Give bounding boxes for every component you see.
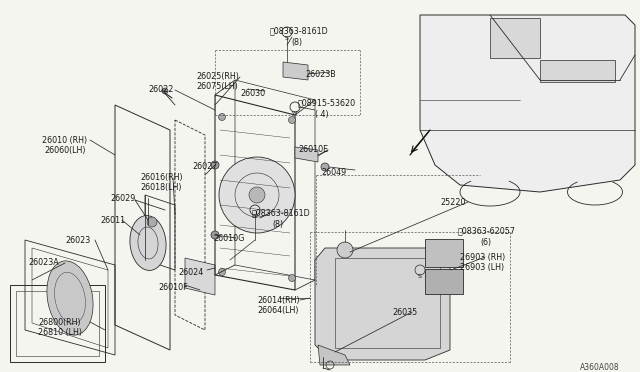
Text: (6): (6) xyxy=(480,238,491,247)
Ellipse shape xyxy=(130,215,166,270)
Text: 26010 (RH): 26010 (RH) xyxy=(42,136,87,145)
Circle shape xyxy=(162,88,168,94)
Circle shape xyxy=(289,116,296,124)
Polygon shape xyxy=(318,345,350,365)
Text: Ⓜ08363-8161D: Ⓜ08363-8161D xyxy=(252,208,311,217)
Text: 26030: 26030 xyxy=(240,89,265,98)
Circle shape xyxy=(289,275,296,282)
Text: 26023: 26023 xyxy=(65,236,90,245)
Circle shape xyxy=(211,161,219,169)
Text: 26027: 26027 xyxy=(192,162,218,171)
Text: 26903 (RH): 26903 (RH) xyxy=(460,253,505,262)
Text: S: S xyxy=(417,274,421,279)
Text: ( 4): ( 4) xyxy=(315,110,328,119)
Circle shape xyxy=(211,231,219,239)
Circle shape xyxy=(218,113,225,121)
Text: 26035: 26035 xyxy=(392,308,417,317)
Text: 26060(LH): 26060(LH) xyxy=(44,146,86,155)
Text: 25220: 25220 xyxy=(440,198,465,207)
Polygon shape xyxy=(315,248,450,360)
Circle shape xyxy=(147,217,157,227)
Text: (8): (8) xyxy=(272,220,283,229)
Text: 26064(LH): 26064(LH) xyxy=(257,306,298,315)
Circle shape xyxy=(337,242,353,258)
Text: 26024: 26024 xyxy=(178,268,204,277)
Text: Ⓡ08915-53620: Ⓡ08915-53620 xyxy=(298,98,356,107)
Text: 26018(LH): 26018(LH) xyxy=(140,183,182,192)
Text: 26014(RH): 26014(RH) xyxy=(257,296,300,305)
Text: 26010E: 26010E xyxy=(298,145,328,154)
Polygon shape xyxy=(295,147,318,162)
Text: 26023B: 26023B xyxy=(305,70,336,79)
Ellipse shape xyxy=(47,261,93,335)
Text: 26810 (LH): 26810 (LH) xyxy=(38,328,82,337)
Circle shape xyxy=(321,163,329,171)
Bar xyxy=(425,269,463,294)
Polygon shape xyxy=(540,60,615,82)
Text: 26075(LH): 26075(LH) xyxy=(196,82,237,91)
Circle shape xyxy=(249,187,265,203)
Text: 26903 (LH): 26903 (LH) xyxy=(460,263,504,272)
Text: 26016(RH): 26016(RH) xyxy=(140,173,182,182)
Text: (8): (8) xyxy=(291,38,302,47)
Polygon shape xyxy=(420,15,635,192)
Text: A360A008: A360A008 xyxy=(580,363,620,372)
Text: 26010G: 26010G xyxy=(213,234,244,243)
Text: 26010F: 26010F xyxy=(158,283,188,292)
Text: S: S xyxy=(253,214,257,219)
Text: 26025(RH): 26025(RH) xyxy=(196,72,239,81)
Text: 26800(RH): 26800(RH) xyxy=(38,318,81,327)
Text: 26011: 26011 xyxy=(100,216,125,225)
Text: W: W xyxy=(292,111,298,116)
Polygon shape xyxy=(490,18,540,58)
Bar xyxy=(425,239,463,267)
Circle shape xyxy=(218,269,225,276)
Text: S: S xyxy=(285,36,289,41)
Text: Ⓜ08363-8161D: Ⓜ08363-8161D xyxy=(270,26,329,35)
Circle shape xyxy=(219,157,295,233)
Text: 26023A: 26023A xyxy=(28,258,59,267)
Polygon shape xyxy=(185,258,215,295)
Text: 26049: 26049 xyxy=(321,168,346,177)
Text: 26029: 26029 xyxy=(110,194,136,203)
Text: Ⓜ08363-62057: Ⓜ08363-62057 xyxy=(458,226,516,235)
Polygon shape xyxy=(283,62,308,80)
Text: 26022: 26022 xyxy=(148,85,173,94)
